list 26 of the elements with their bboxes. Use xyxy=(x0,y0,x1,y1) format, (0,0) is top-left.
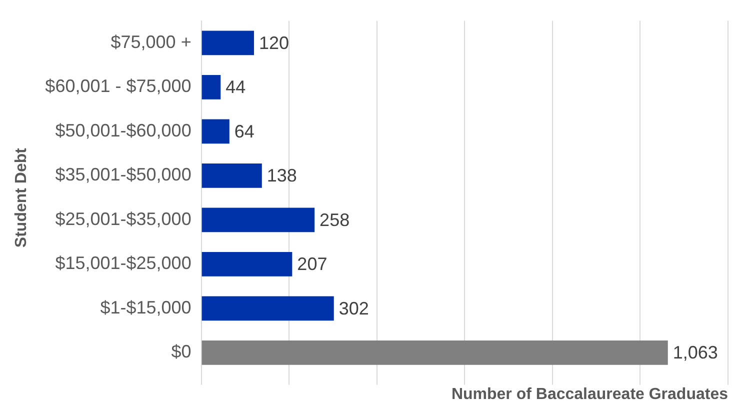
bar xyxy=(202,208,315,232)
data-label: 258 xyxy=(320,210,350,230)
data-label: 64 xyxy=(234,121,254,142)
bar xyxy=(202,340,668,365)
data-label: 1,063 xyxy=(672,342,718,363)
y-tick-label: $60,001 - $75,000 xyxy=(45,76,192,96)
y-tick-label: $15,001-$25,000 xyxy=(55,253,192,274)
data-label: 302 xyxy=(338,298,369,318)
data-label: 138 xyxy=(266,166,297,186)
x-axis-title: Number of Baccalaureate Graduates xyxy=(451,386,728,403)
bar xyxy=(202,75,221,100)
y-axis-title: Student Debt xyxy=(13,147,30,248)
y-tick-label: $75,000 + xyxy=(110,32,192,52)
y-tick-label: $0 xyxy=(171,342,192,362)
bar xyxy=(202,252,292,276)
bar xyxy=(202,119,230,144)
data-label: 120 xyxy=(258,32,290,53)
data-label: 44 xyxy=(226,77,246,98)
y-tick-label: $1-$15,000 xyxy=(100,297,192,318)
bar xyxy=(202,296,334,321)
y-tick-label: $50,001-$60,000 xyxy=(55,120,192,140)
y-tick-label: $35,001-$50,000 xyxy=(55,164,192,185)
data-label: 207 xyxy=(297,254,328,274)
bar xyxy=(202,30,254,56)
bar xyxy=(202,164,262,188)
y-tick-label: $25,001-$35,000 xyxy=(55,208,192,229)
